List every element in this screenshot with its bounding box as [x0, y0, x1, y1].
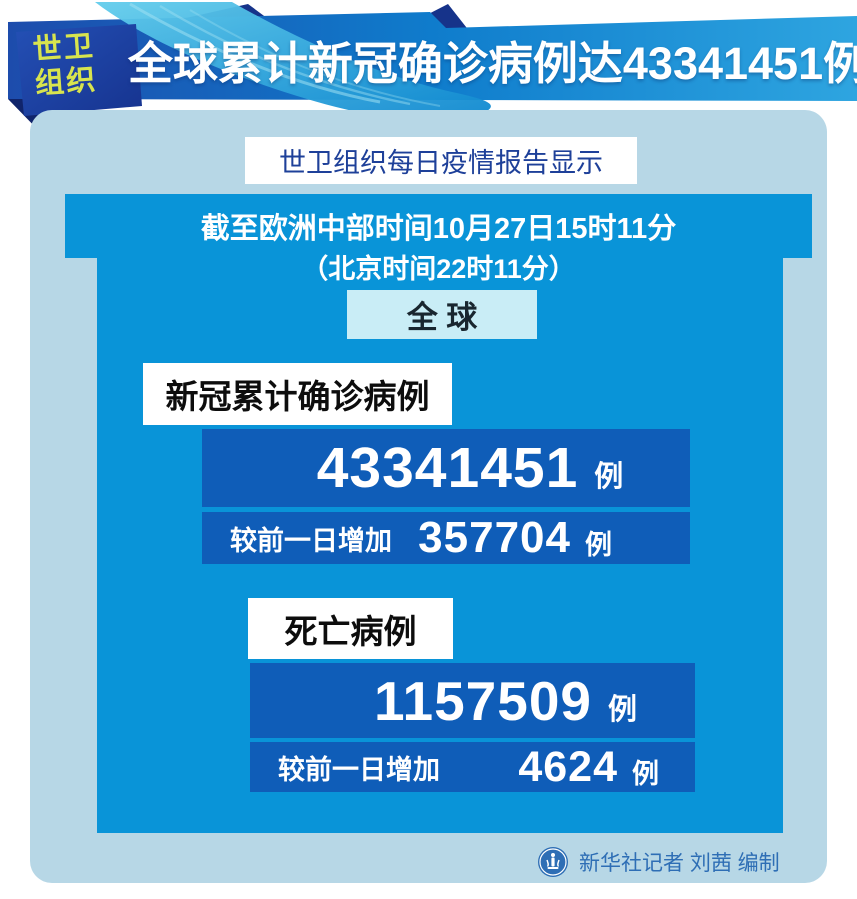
- confirmed-cases-label: 新冠累计确诊病例: [165, 378, 430, 415]
- death-cases-label-box: 死亡病例: [248, 598, 453, 659]
- credit-text: 新华社记者 刘茜 编制: [579, 852, 780, 875]
- page-title: 全球累计新冠确诊病例达43341451例: [127, 37, 857, 89]
- confirmed-delta-box: 较前一日增加 357704 例: [202, 512, 690, 564]
- confirmed-delta-unit: 例: [585, 529, 612, 560]
- deaths-total-unit: 例: [608, 693, 638, 726]
- header-banner-decoration: [8, 2, 857, 134]
- deaths-delta-value: 4624: [518, 742, 618, 791]
- report-source-box: 世卫组织每日疫情报告显示: [245, 137, 637, 184]
- confirmed-delta-value: 357704: [418, 513, 571, 562]
- cutoff-time-line1: 截至欧洲中部时间10月27日15时11分: [200, 213, 677, 245]
- deaths-total-value: 1157509: [373, 669, 593, 732]
- swoosh-streak-2: [159, 4, 411, 106]
- scope-badge: 全 球: [347, 290, 537, 339]
- org-badge-line2: 组织: [34, 64, 99, 101]
- confirmed-total-unit: 例: [594, 461, 624, 493]
- death-cases-label: 死亡病例: [284, 612, 417, 650]
- confirmed-delta-label: 较前一日增加: [230, 525, 392, 556]
- org-badge: 世卫 组织: [32, 27, 137, 102]
- deaths-delta-box: 较前一日增加 4624 例: [250, 742, 695, 792]
- report-source-text: 世卫组织每日疫情报告显示: [279, 148, 603, 178]
- credit-line: 新华社记者 刘茜 编制: [538, 846, 780, 878]
- swoosh-streak-3: [189, 9, 441, 107]
- confirmed-total-box: 43341451 例: [202, 429, 690, 507]
- content-panel: 世卫组织每日疫情报告显示 截至欧洲中部时间10月27日15时11分 （北京时间2…: [30, 110, 827, 883]
- deaths-delta-label: 较前一日增加: [278, 754, 440, 785]
- deaths-delta-unit: 例: [632, 758, 659, 789]
- xinhua-logo-icon: [538, 847, 568, 877]
- confirmed-cases-label-box: 新冠累计确诊病例: [143, 363, 452, 425]
- time-header-bar: [65, 194, 812, 258]
- cutoff-time-line2: （北京时间22时11分）: [301, 254, 576, 284]
- swoosh-ribbon: [95, 2, 491, 122]
- swoosh-streak-1: [129, 2, 381, 104]
- scope-label: 全 球: [406, 300, 478, 335]
- org-badge-plate: [16, 24, 142, 116]
- deaths-total-box: 1157509 例: [250, 663, 695, 738]
- confirmed-total-value: 43341451: [316, 436, 579, 500]
